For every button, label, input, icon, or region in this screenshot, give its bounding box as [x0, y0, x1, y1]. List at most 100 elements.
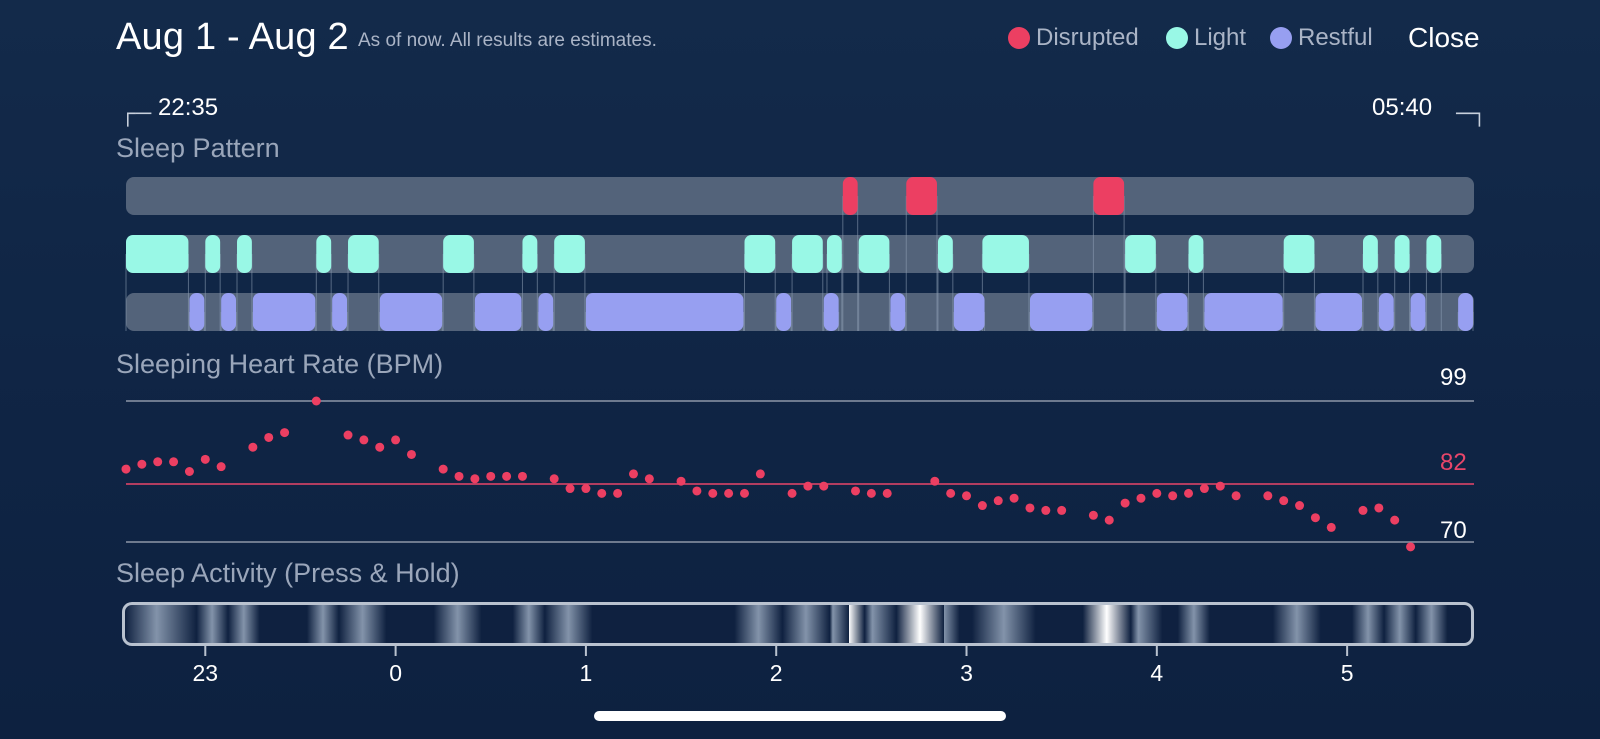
disrupted-segment — [906, 177, 937, 215]
hr-point — [1136, 493, 1146, 503]
restful-segment — [252, 293, 316, 331]
restful-segment — [823, 293, 839, 331]
hr-point — [1120, 498, 1130, 508]
hr-point — [1057, 505, 1067, 515]
hr-point — [1184, 488, 1194, 498]
hr-point — [946, 488, 956, 498]
hr-point — [851, 486, 861, 496]
restful-segment — [1378, 293, 1394, 331]
hr-point — [930, 476, 940, 486]
close-button[interactable]: Close — [1408, 22, 1480, 53]
hr-point — [169, 457, 179, 467]
hr-point — [549, 474, 559, 484]
restful-track — [126, 293, 1474, 331]
hr-point — [1041, 505, 1051, 515]
light-segment — [237, 235, 252, 273]
hr-point — [1088, 510, 1098, 520]
hr-point — [264, 432, 274, 442]
hr-point — [787, 488, 797, 498]
hr-point — [486, 471, 496, 481]
range-end-bracket-icon: ─┐ — [1456, 100, 1488, 125]
legend-restful: Restful — [1270, 24, 1373, 52]
hr-point — [454, 471, 464, 481]
x-tick-label: 23 — [192, 660, 219, 686]
time-end: 05:40 — [1372, 94, 1433, 121]
hr-point — [882, 488, 892, 498]
hr-point — [1231, 491, 1241, 501]
hr-point — [517, 471, 527, 481]
range-start-bracket-icon: ┌─ — [120, 100, 152, 125]
hr-min-label: 70 — [1440, 517, 1467, 544]
light-segment — [1362, 235, 1378, 273]
hr-point — [755, 469, 765, 479]
hr-point — [1025, 503, 1035, 513]
disrupted-track — [126, 177, 1474, 215]
hr-point — [1009, 493, 1019, 503]
restful-segment — [890, 293, 906, 331]
hr-point — [200, 454, 210, 464]
hr-point — [184, 467, 194, 476]
heart-rate-chart — [121, 396, 1474, 552]
restful-segment — [1458, 293, 1473, 331]
hr-point — [708, 488, 718, 498]
home-indicator[interactable] — [594, 711, 1006, 721]
hr-point — [724, 488, 734, 498]
light-segment — [792, 235, 823, 273]
legend-disrupted: Disrupted — [1008, 24, 1139, 52]
hr-point — [1263, 491, 1273, 501]
restful-segment — [1204, 293, 1283, 331]
light-dot-icon — [1166, 27, 1188, 49]
restful-segment — [585, 293, 744, 331]
hr-point — [644, 474, 654, 484]
light-segment — [443, 235, 474, 273]
hr-point — [676, 476, 686, 486]
x-tick-label: 5 — [1340, 660, 1354, 686]
hr-avg-label: 82 — [1440, 449, 1467, 476]
hr-point — [248, 442, 258, 452]
restful-segment — [189, 293, 205, 331]
restful-segment — [1315, 293, 1362, 331]
hr-point — [406, 449, 416, 459]
light-segment — [826, 235, 842, 273]
hr-point — [1406, 542, 1416, 552]
restful-segment — [953, 293, 985, 331]
hr-point — [739, 488, 749, 498]
legend-label: Light — [1194, 24, 1247, 51]
restful-segment — [776, 293, 792, 331]
restful-segment — [474, 293, 522, 331]
light-segment — [937, 235, 953, 273]
hr-point — [692, 486, 702, 496]
hr-point — [866, 488, 876, 498]
hr-point — [1104, 515, 1114, 525]
light-segment — [348, 235, 379, 273]
hr-point — [438, 464, 448, 474]
disrupted-segment — [1093, 177, 1125, 215]
hr-point — [803, 481, 813, 491]
hr-point — [280, 428, 290, 438]
x-tick-label: 3 — [960, 660, 973, 686]
hr-point — [977, 501, 987, 511]
hr-point — [1295, 501, 1305, 511]
hr-point — [137, 459, 147, 469]
hr-point — [470, 474, 480, 484]
hr-point — [391, 435, 401, 445]
sleep-activity-bar[interactable] — [122, 602, 1474, 646]
light-segment — [126, 235, 189, 273]
hr-point — [375, 442, 385, 452]
hr-point — [1374, 503, 1384, 513]
x-tick-label: 1 — [579, 660, 593, 686]
sleep-pattern-chart — [125, 177, 1474, 331]
hr-point — [1358, 505, 1368, 515]
hr-point — [819, 481, 829, 491]
light-segment — [205, 235, 221, 273]
sleep-activity-title: Sleep Activity (Press & Hold) — [116, 558, 460, 588]
hr-point — [962, 491, 972, 501]
hr-point — [153, 457, 163, 467]
x-tick-label: 4 — [1150, 660, 1164, 686]
legend-label: Restful — [1298, 24, 1373, 51]
light-segment — [1394, 235, 1410, 273]
restful-segment — [1156, 293, 1188, 331]
legend-label: Disrupted — [1036, 24, 1139, 51]
hr-point — [1310, 513, 1320, 523]
